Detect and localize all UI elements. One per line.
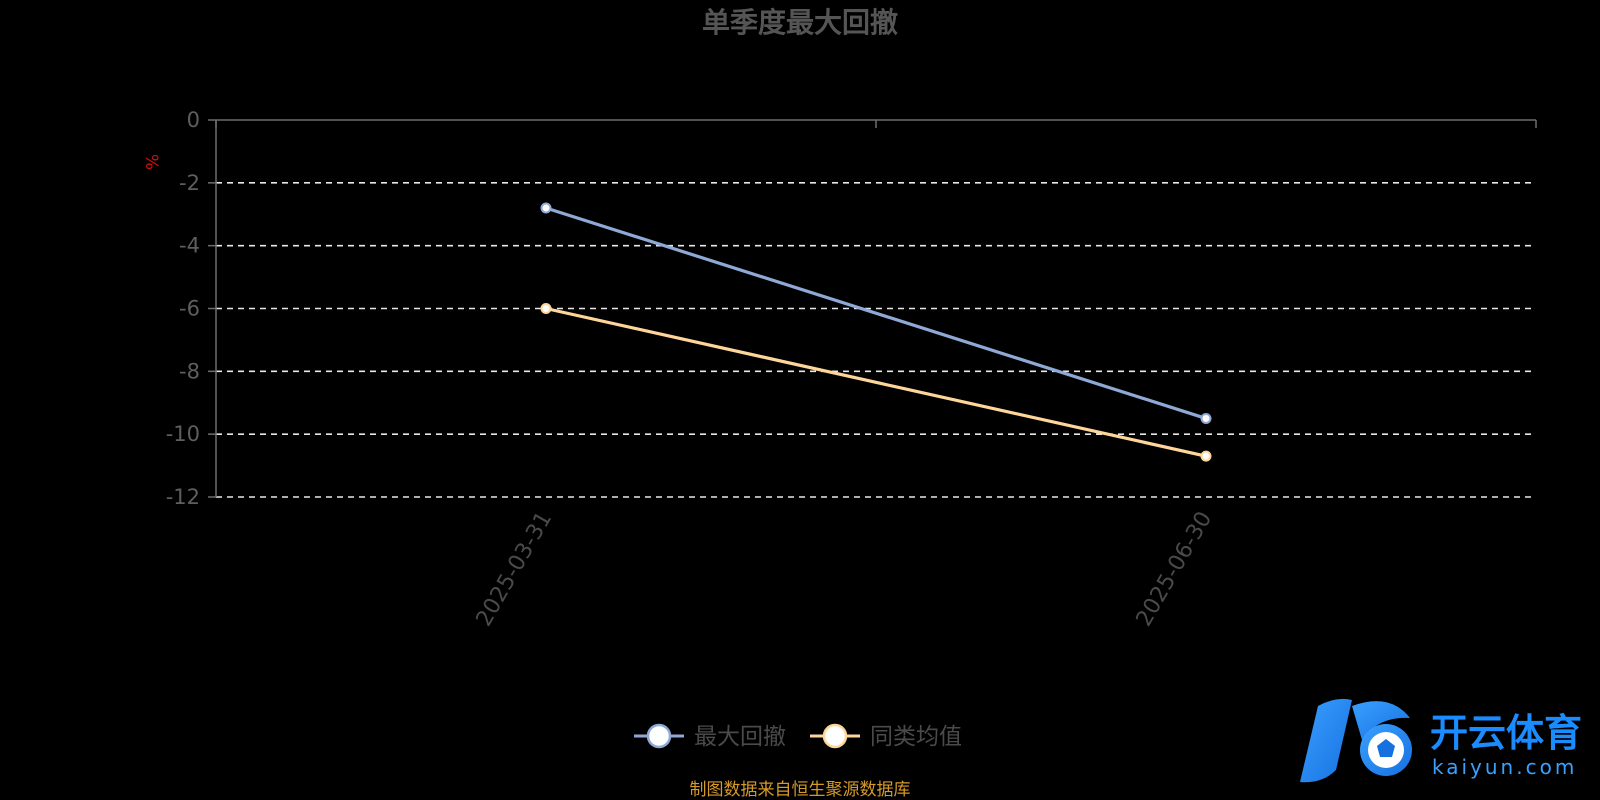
data-point[interactable] xyxy=(1200,450,1212,462)
data-point[interactable] xyxy=(1200,412,1212,424)
legend-item-peer-average[interactable]: 同类均值 xyxy=(810,723,962,750)
legend: 最大回撤 同类均值 xyxy=(634,723,962,750)
data-point[interactable] xyxy=(540,202,552,214)
legend-item-max-drawdown[interactable]: 最大回撤 xyxy=(634,723,786,750)
legend-marker-max-drawdown xyxy=(646,723,672,749)
y-tick-label: -4 xyxy=(179,234,200,258)
y-tick-label: -2 xyxy=(179,171,200,195)
y-tick-label: -8 xyxy=(179,359,200,383)
brand-text: 开云体育 xyxy=(1430,711,1582,755)
x-tick-label: 2025-06-30 xyxy=(1132,508,1218,631)
y-axis-unit-label: % xyxy=(141,154,161,170)
chart-title: 单季度最大回撤 xyxy=(702,6,898,39)
y-tick-label: -12 xyxy=(166,485,200,509)
y-tick-label: -10 xyxy=(166,422,200,446)
source-note: 制图数据来自恒生聚源数据库 xyxy=(690,780,911,800)
y-tick-label: 0 xyxy=(187,108,200,132)
axis-layer xyxy=(208,119,1537,498)
brand-url-text: kaiyun.com xyxy=(1432,755,1577,779)
legend-label-max-drawdown: 最大回撤 xyxy=(694,724,786,750)
legend-marker-peer-average xyxy=(822,723,848,749)
legend-label-peer-average: 同类均值 xyxy=(870,724,962,750)
x-tick-labels: 2025-03-31 2025-06-30 xyxy=(472,508,1218,631)
y-tick-labels: 0 -2 -4 -6 -8 -10 -12 xyxy=(166,108,200,509)
grid-layer xyxy=(216,182,1536,498)
kaiyun-logo-icon xyxy=(1300,698,1412,783)
series-layer xyxy=(540,202,1212,462)
data-point[interactable] xyxy=(540,303,552,314)
x-tick-label: 2025-03-31 xyxy=(472,508,558,631)
y-tick-label: -6 xyxy=(179,297,200,321)
series-line xyxy=(545,306,1207,458)
series-line xyxy=(545,206,1207,420)
kaiyun-watermark: 开云体育 kaiyun.com xyxy=(1300,698,1582,783)
